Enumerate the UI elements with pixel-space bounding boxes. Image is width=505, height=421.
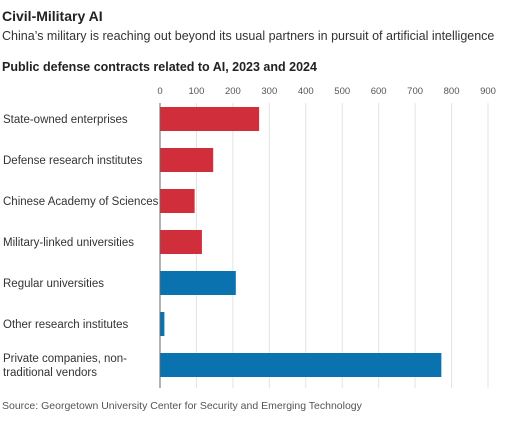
source-note: Source: Georgetown University Center for… xyxy=(2,400,362,412)
bar xyxy=(160,148,214,172)
chart-header-title: Civil-Military AI xyxy=(2,8,103,24)
chart-subtitle: China’s military is reaching out beyond … xyxy=(2,29,495,43)
x-tick-label: 100 xyxy=(189,86,205,97)
category-label: Defense research institutes xyxy=(3,155,143,167)
x-tick-label: 0 xyxy=(157,86,162,97)
category-label: Private companies, non- xyxy=(3,353,127,365)
x-tick-label: 600 xyxy=(371,86,387,97)
bar xyxy=(160,353,442,377)
x-tick-label: 800 xyxy=(444,86,460,97)
category-label: State-owned enterprises xyxy=(3,114,128,126)
bar xyxy=(160,189,195,213)
category-label: Military-linked universities xyxy=(3,237,134,249)
category-label: Chinese Academy of Sciences xyxy=(3,196,159,208)
x-tick-label: 300 xyxy=(261,86,277,97)
x-tick-label: 400 xyxy=(298,86,314,97)
x-tick-label: 700 xyxy=(407,86,423,97)
category-label: Regular universities xyxy=(3,278,104,290)
bar xyxy=(160,271,236,295)
x-tick-label: 200 xyxy=(225,86,241,97)
x-tick-label: 900 xyxy=(480,86,496,97)
x-tick-label: 500 xyxy=(334,86,350,97)
category-label: traditional vendors xyxy=(3,367,97,379)
bar xyxy=(160,107,260,131)
bar xyxy=(160,312,165,336)
bar xyxy=(160,230,202,254)
chart-title: Public defense contracts related to AI, … xyxy=(2,60,317,74)
category-label: Other research institutes xyxy=(3,319,129,331)
